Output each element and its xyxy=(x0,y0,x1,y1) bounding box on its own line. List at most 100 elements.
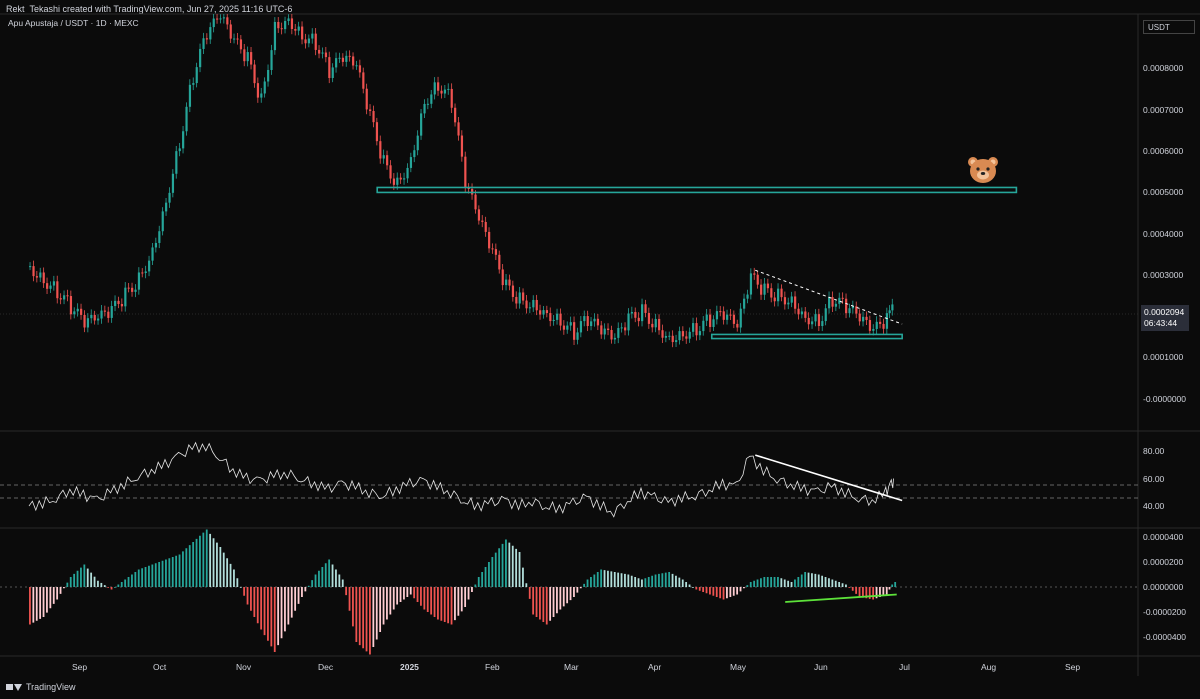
macd-bar xyxy=(722,587,725,600)
candle-body xyxy=(345,55,348,62)
macd-bar xyxy=(49,587,52,609)
macd-bar xyxy=(165,559,167,587)
candle-body xyxy=(137,272,141,290)
candle-body xyxy=(539,310,542,315)
candle-body xyxy=(277,21,280,29)
macd-tick: -0.0000200 xyxy=(1143,607,1187,617)
macd-bar xyxy=(103,585,106,587)
candle-body xyxy=(76,308,79,312)
macd-bar xyxy=(692,587,694,588)
currency-selector[interactable]: USDT xyxy=(1143,20,1195,34)
candle-body xyxy=(29,266,32,268)
macd-bar xyxy=(90,572,93,587)
macd-bar xyxy=(426,587,429,612)
macd-bar xyxy=(811,573,813,587)
macd-bar xyxy=(372,587,375,647)
candle-body xyxy=(369,109,372,112)
candle-body xyxy=(678,331,681,341)
macd-bar xyxy=(894,582,897,587)
macd-bar xyxy=(59,587,62,594)
candle-body xyxy=(596,318,600,326)
macd-bar xyxy=(712,587,715,596)
macd-bar xyxy=(345,587,348,596)
candle-body xyxy=(243,49,246,62)
candle-body xyxy=(263,81,266,94)
macd-bar xyxy=(437,587,439,620)
candle-body xyxy=(389,165,392,179)
macd-bar xyxy=(508,542,511,587)
macd-bar xyxy=(195,538,198,587)
macd-bar xyxy=(491,557,494,587)
macd-bar xyxy=(610,571,613,587)
candle-body xyxy=(498,254,501,270)
candle-body xyxy=(654,318,657,328)
macd-bar xyxy=(794,579,796,587)
macd-bar xyxy=(46,587,48,613)
candle-body xyxy=(753,273,756,275)
candle-body xyxy=(467,187,470,189)
candle-body xyxy=(151,247,154,261)
time-tick: Apr xyxy=(648,662,662,672)
candle-body xyxy=(695,323,698,336)
macd-bar xyxy=(545,587,548,625)
candle-body xyxy=(831,297,834,307)
macd-bar xyxy=(729,587,732,597)
candle-body xyxy=(205,38,209,40)
candle-body xyxy=(226,17,229,25)
macd-bar xyxy=(447,587,450,624)
candle-body xyxy=(590,321,593,327)
candle-body xyxy=(872,328,875,331)
macd-bar xyxy=(263,587,266,636)
rsi-pane xyxy=(28,441,903,518)
candle-body xyxy=(443,89,447,94)
candle-body xyxy=(488,231,491,249)
macd-bar xyxy=(120,582,123,587)
candle-body xyxy=(372,111,375,123)
macd-bar xyxy=(807,572,810,587)
macd-bar xyxy=(205,529,208,587)
candle-body xyxy=(103,310,107,312)
candle-body xyxy=(294,28,297,31)
candle-body xyxy=(338,57,341,59)
macd-bar xyxy=(675,575,677,587)
candle-body xyxy=(73,311,76,315)
candle-body xyxy=(692,323,695,332)
candle-body xyxy=(56,281,59,299)
candle-body xyxy=(362,72,365,89)
price-tick: 0.0007000 xyxy=(1143,105,1184,115)
macd-bar xyxy=(110,587,113,590)
candle-body xyxy=(311,33,314,39)
macd-bar xyxy=(644,578,647,587)
macd-bar xyxy=(824,577,827,587)
macd-bar xyxy=(267,587,269,641)
macd-bar xyxy=(583,583,586,587)
symbol-legend[interactable]: Apu Apustaja / USDT · 1D · MEXC xyxy=(8,18,139,28)
candle-body xyxy=(501,269,504,286)
macd-bar xyxy=(233,569,235,587)
macd-bar xyxy=(841,583,844,587)
macd-bar xyxy=(192,542,195,587)
time-tick: Dec xyxy=(318,662,334,672)
macd-bar xyxy=(511,545,514,587)
candle-body xyxy=(406,167,409,179)
candle-body xyxy=(86,318,90,328)
candle-body xyxy=(746,294,749,299)
candle-body xyxy=(144,271,147,274)
candle-body xyxy=(600,325,603,335)
candle-body xyxy=(814,314,817,322)
candle-body xyxy=(651,323,654,328)
macd-bar xyxy=(175,555,178,587)
macd-bar xyxy=(518,552,521,587)
macd-bar xyxy=(671,573,674,587)
price-tick: 0.0003000 xyxy=(1143,270,1184,280)
macd-bar xyxy=(505,539,507,587)
macd-bar xyxy=(488,562,490,587)
time-tick: Oct xyxy=(153,662,167,672)
candle-body xyxy=(216,18,219,20)
macd-bar xyxy=(620,573,623,587)
macd-bar xyxy=(651,575,654,587)
candle-body xyxy=(891,304,894,311)
candle-body xyxy=(46,283,49,289)
macd-bar xyxy=(457,587,460,616)
